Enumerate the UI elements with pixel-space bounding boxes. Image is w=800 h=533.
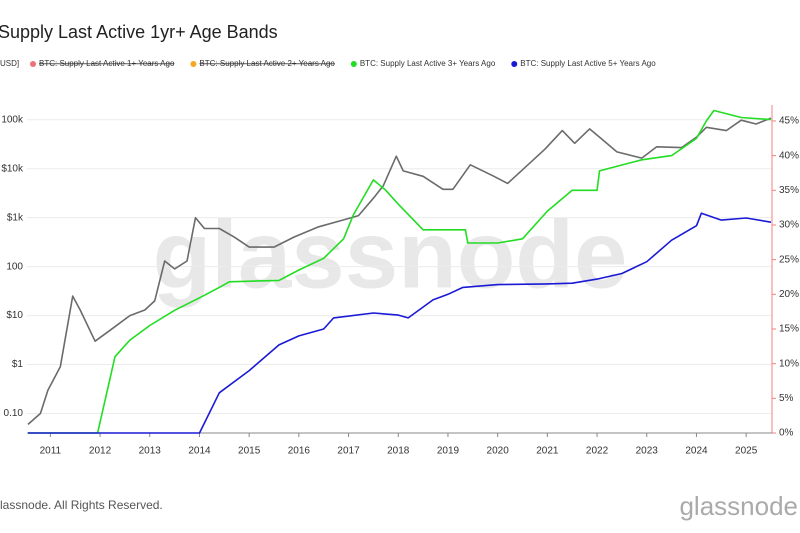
y2-tick-label: 15% bbox=[779, 324, 799, 335]
y-tick-label: 0.10 bbox=[4, 408, 24, 419]
y2-tick-label: 20% bbox=[779, 289, 799, 300]
x-tick-label: 2018 bbox=[387, 446, 410, 457]
x-tick-label: 2024 bbox=[685, 446, 708, 457]
series-line bbox=[27, 117, 772, 426]
y2-tick-label: 30% bbox=[779, 220, 799, 231]
x-tick-label: 2019 bbox=[437, 446, 460, 457]
y-tick-label: $1 bbox=[12, 359, 24, 370]
y2-tick-label: 5% bbox=[779, 393, 794, 404]
y-tick-label: $1k bbox=[7, 212, 24, 223]
legend-marker bbox=[350, 61, 357, 67]
x-tick-label: 2017 bbox=[337, 446, 360, 457]
x-tick-label: 2025 bbox=[735, 446, 758, 457]
x-tick-label: 2020 bbox=[487, 446, 510, 457]
x-tick-label: 2016 bbox=[288, 446, 311, 457]
y2-tick-label: 35% bbox=[779, 185, 799, 196]
x-tick-label: 2022 bbox=[586, 446, 609, 457]
y2-tick-label: 10% bbox=[779, 358, 799, 369]
legend-marker bbox=[190, 61, 197, 67]
legend-label: BTC: Supply Last Active 5+ Years Ago bbox=[520, 59, 656, 68]
chart-title: Supply Last Active 1yr+ Age Bands bbox=[0, 22, 278, 42]
series-line bbox=[28, 109, 772, 434]
y2-tick-label: 25% bbox=[779, 254, 799, 265]
series-line bbox=[28, 212, 772, 434]
footer: lassnode. All Rights Reserved. bbox=[0, 498, 163, 512]
legend-marker bbox=[30, 61, 36, 67]
y-tick-label: $10 bbox=[6, 310, 23, 321]
y2-tick-label: 40% bbox=[779, 150, 799, 161]
y2-tick-label: 45% bbox=[779, 116, 799, 127]
y-tick-label: $10k bbox=[1, 163, 24, 174]
legend-marker bbox=[511, 61, 518, 67]
y2-tick-label: 0% bbox=[779, 428, 794, 439]
x-tick-label: 2013 bbox=[139, 446, 162, 457]
x-tick-label: 2011 bbox=[40, 446, 62, 457]
y-tick-label: 100 bbox=[6, 261, 23, 272]
y-tick-label: 100k bbox=[1, 114, 24, 125]
x-tick-label: 2014 bbox=[188, 446, 211, 457]
legend-label: BTC: Supply Last Active 1+ Years Ago bbox=[39, 59, 175, 68]
legend-label: BTC: Supply Last Active 3+ Years Ago bbox=[360, 59, 496, 68]
logo: glassnode bbox=[679, 491, 798, 521]
y-axis-label: USD] bbox=[0, 59, 19, 68]
legend-label: BTC: Supply Last Active 2+ Years Ago bbox=[199, 59, 335, 68]
x-tick-label: 2012 bbox=[89, 446, 112, 457]
x-tick-label: 2021 bbox=[536, 446, 559, 457]
x-tick-label: 2015 bbox=[238, 446, 261, 457]
watermark: glassnode bbox=[153, 201, 628, 308]
x-tick-label: 2023 bbox=[636, 446, 659, 457]
